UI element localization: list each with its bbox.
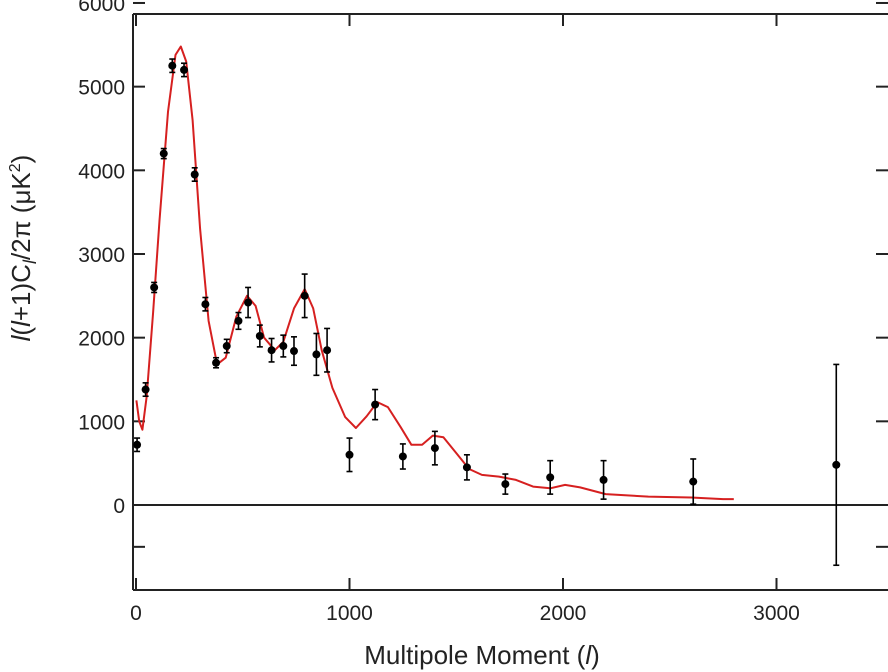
data-marker [168,61,177,70]
data-point [832,363,841,567]
data-point [159,147,168,160]
data-marker [689,477,698,486]
data-point [201,296,210,312]
data-marker [599,475,608,484]
data-point [190,167,199,182]
data-points-layer [133,58,841,567]
data-point [255,324,264,348]
data-marker [244,298,253,307]
data-marker [150,283,159,292]
data-marker [212,358,221,367]
data-point [546,459,555,495]
data-marker [398,452,407,461]
data-point [222,338,231,354]
data-point [462,453,471,481]
data-point [141,382,150,398]
axes: 0 1000 2000 3000 4000 5000 6000 0 1000 2000 3000 [78,0,888,625]
data-marker [371,400,380,409]
data-point [501,473,510,495]
data-marker [312,350,321,359]
x-tick-label: 0 [130,602,142,625]
y-tick-label: 2000 [78,328,125,351]
data-marker [133,440,142,449]
data-marker [234,316,243,325]
data-point [371,388,380,421]
data-point [689,458,698,505]
data-marker [141,385,150,394]
data-point [267,337,276,363]
x-tick-label: 2000 [540,602,587,625]
data-marker [430,444,439,453]
data-point [168,58,177,74]
data-marker [222,342,231,351]
data-marker [832,460,841,469]
data-marker [300,291,309,300]
data-point [430,430,439,466]
y-tick-label: 6000 [78,0,125,16]
data-marker [546,473,555,482]
data-marker [159,149,168,158]
data-marker [345,450,354,459]
data-point [345,437,354,473]
data-marker [501,480,510,489]
data-point [289,336,298,367]
data-marker [255,331,264,340]
data-marker [180,65,189,74]
data-point [312,332,321,377]
data-point [244,286,253,319]
data-point [150,281,159,294]
data-marker [289,347,298,356]
y-tick-label: 3000 [78,244,125,267]
y-tick-label: 0 [113,495,125,518]
data-marker [279,342,288,351]
data-point [599,459,608,500]
y-tick-label: 1000 [78,411,125,434]
data-marker [201,300,210,309]
data-point [279,334,288,358]
data-marker [323,346,332,355]
y-tick-label: 5000 [78,77,125,100]
x-tick-label: 1000 [326,602,373,625]
data-point [398,443,407,470]
data-point [323,327,332,373]
y-axis-title: l(l+1)Cl/2π (μK2) [6,155,40,342]
data-point [300,273,309,319]
data-point [133,437,142,453]
data-marker [267,346,276,355]
x-axis-title: Multipole Moment (l) [364,640,600,670]
data-point [180,62,189,78]
data-marker [190,170,199,179]
data-point [212,356,221,369]
y-tick-label: 4000 [78,160,125,183]
data-point [234,311,243,331]
x-tick-label: 3000 [753,602,800,625]
data-marker [462,463,471,472]
